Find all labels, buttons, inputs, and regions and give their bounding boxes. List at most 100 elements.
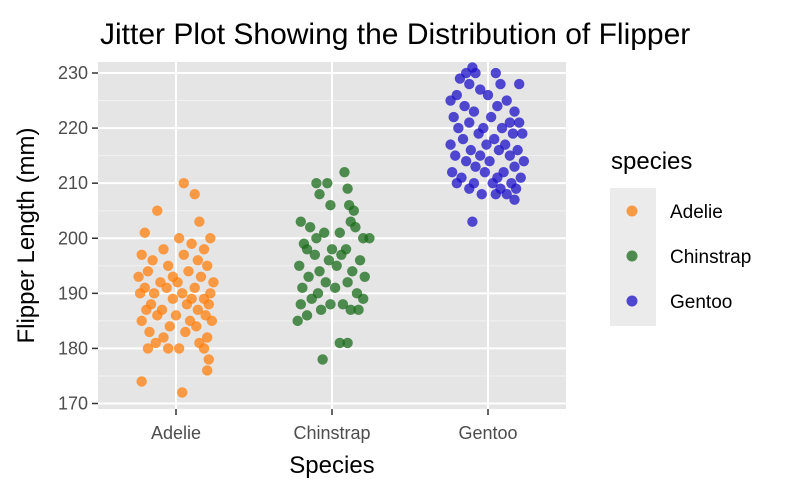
data-point-adelie (133, 271, 144, 283)
data-point-gentoo (457, 133, 469, 145)
data-point-chinstrap (301, 310, 313, 321)
legend-key-gentoo (626, 295, 638, 307)
data-point-gentoo (501, 95, 512, 106)
data-point-chinstrap (304, 222, 316, 233)
data-point-adelie (198, 244, 210, 255)
data-point-chinstrap (323, 255, 335, 266)
data-point-chinstrap (317, 354, 328, 365)
data-point-chinstrap (306, 293, 317, 305)
data-point-chinstrap (331, 260, 342, 271)
data-point-adelie (167, 293, 179, 305)
data-point-adelie (147, 255, 158, 266)
data-point-gentoo (467, 216, 478, 227)
data-point-adelie (144, 326, 155, 338)
data-point-chinstrap (314, 188, 325, 200)
data-point-adelie (152, 205, 163, 216)
data-point-gentoo (487, 177, 498, 189)
chart-title: Jitter Plot Showing the Distribution of … (100, 18, 690, 51)
data-point-gentoo (514, 78, 525, 90)
data-point-gentoo (475, 84, 486, 95)
legend-label-adelie: Adelie (670, 202, 723, 223)
data-point-chinstrap (322, 177, 333, 189)
y-tick-label: 190 (58, 283, 88, 303)
data-point-adelie (150, 337, 161, 349)
y-axis-title: Flipper Length (mm) (13, 127, 40, 343)
data-point-chinstrap (294, 260, 305, 271)
data-point-adelie (205, 233, 216, 244)
data-point-adelie (181, 299, 193, 310)
data-point-chinstrap (319, 227, 330, 238)
data-point-adelie (136, 249, 147, 260)
data-point-gentoo (451, 177, 462, 189)
data-point-adelie (202, 260, 213, 271)
data-point-gentoo (453, 122, 464, 134)
data-point-adelie (203, 299, 214, 310)
data-point-adelie (189, 188, 200, 200)
data-point-adelie (141, 304, 152, 316)
data-point-chinstrap (337, 299, 349, 310)
data-point-adelie (158, 244, 169, 255)
data-points (133, 62, 530, 398)
legend: species Adelie Chinstrap Gentoo (610, 148, 751, 326)
data-point-chinstrap (295, 216, 306, 227)
data-point-gentoo (509, 161, 520, 172)
data-point-chinstrap (297, 282, 308, 294)
data-point-gentoo (459, 100, 470, 112)
data-point-gentoo (485, 111, 497, 123)
data-point-chinstrap (358, 293, 369, 305)
data-point-adelie (183, 266, 194, 277)
data-point-adelie (139, 227, 150, 238)
data-point-chinstrap (303, 271, 314, 283)
data-point-adelie (186, 238, 197, 249)
data-point-gentoo (445, 95, 456, 106)
data-point-adelie (194, 216, 205, 227)
data-point-gentoo (454, 73, 466, 84)
data-point-gentoo (512, 144, 523, 156)
data-point-gentoo (515, 172, 526, 183)
y-tick-label: 220 (58, 118, 88, 138)
data-point-adelie (158, 332, 169, 343)
data-point-gentoo (464, 117, 475, 128)
data-point-chinstrap (301, 244, 313, 255)
data-point-gentoo (482, 89, 494, 101)
data-point-adelie (173, 343, 185, 354)
data-point-chinstrap (325, 200, 336, 211)
data-point-adelie (161, 282, 172, 294)
y-tick-label: 230 (58, 63, 88, 83)
data-point-chinstrap (353, 304, 364, 316)
data-point-adelie (208, 277, 219, 288)
data-point-gentoo (470, 67, 481, 79)
x-axis-ticks: Adelie Chinstrap Gentoo (151, 409, 518, 443)
data-point-adelie (163, 343, 174, 354)
data-point-gentoo (464, 183, 475, 194)
data-point-chinstrap (326, 244, 338, 255)
legend-title: species (611, 148, 692, 175)
data-point-chinstrap (348, 205, 360, 216)
data-point-gentoo (490, 188, 501, 200)
data-point-adelie (202, 365, 213, 376)
data-point-gentoo (475, 150, 486, 161)
data-point-gentoo (504, 150, 516, 161)
data-point-chinstrap (334, 227, 345, 238)
data-point-adelie (177, 387, 188, 398)
data-point-adelie (178, 249, 189, 260)
data-point-adelie (178, 177, 189, 189)
data-point-adelie (136, 376, 147, 387)
data-point-gentoo (460, 155, 472, 167)
data-point-gentoo (473, 128, 484, 139)
data-point-gentoo (510, 183, 522, 194)
data-point-gentoo (468, 106, 480, 117)
data-point-chinstrap (364, 233, 375, 244)
data-point-chinstrap (292, 315, 303, 327)
data-point-chinstrap (334, 337, 345, 349)
data-point-gentoo (504, 117, 516, 128)
data-point-gentoo (517, 128, 528, 139)
data-point-gentoo (496, 122, 508, 134)
data-point-gentoo (446, 166, 458, 178)
data-point-adelie (195, 271, 207, 283)
data-point-gentoo (470, 161, 481, 172)
data-point-chinstrap (342, 337, 353, 349)
data-point-chinstrap (339, 166, 350, 178)
data-point-adelie (163, 260, 174, 271)
